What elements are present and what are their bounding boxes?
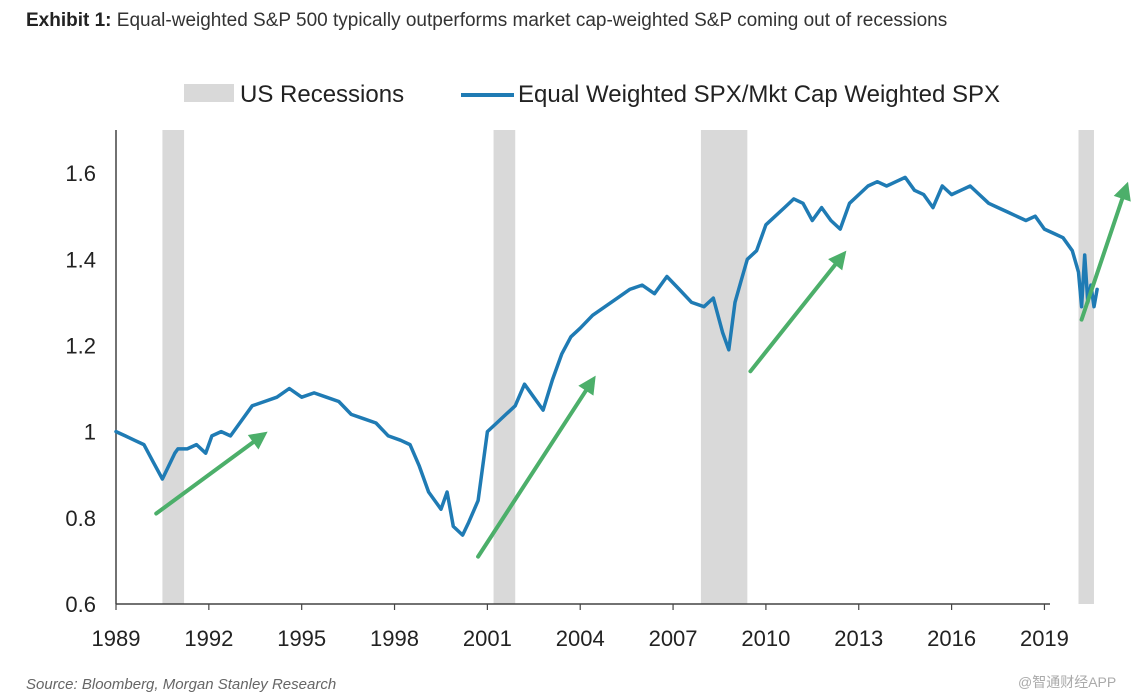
- x-tick-label: 2016: [927, 626, 976, 651]
- recession-band-1: [493, 130, 516, 604]
- recession-band-0: [162, 130, 185, 604]
- x-tick-label: 2013: [834, 626, 883, 651]
- x-tick-label: 1998: [370, 626, 419, 651]
- legend-label-line: Equal Weighted SPX/Mkt Cap Weighted SPX: [518, 81, 1000, 108]
- y-tick-label: 1.2: [65, 333, 96, 358]
- source-note: Source: Bloomberg, Morgan Stanley Resear…: [26, 676, 337, 693]
- trend-arrow-0: [154, 431, 268, 516]
- y-tick-label: 1.6: [65, 161, 96, 186]
- y-tick-label: 0.6: [65, 592, 96, 617]
- y-tick-label: 1: [84, 420, 96, 445]
- trend-arrow-3: [1079, 181, 1131, 322]
- chart-title: Exhibit 1: Equal-weighted S&P 500 typica…: [26, 10, 947, 32]
- x-axis-ticks: 1989 1992 1995 1998 2001 2004 2007 2010 2013 2016…: [92, 604, 1069, 651]
- y-tick-label: 0.8: [65, 506, 96, 531]
- legend: US Recessions Equal Weighted SPX/Mkt Cap…: [184, 81, 1000, 108]
- recession-band-2: [700, 130, 748, 604]
- legend-swatch-recessions: [184, 84, 234, 102]
- exhibit-title: Equal-weighted S&P 500 typically outperf…: [116, 10, 948, 31]
- trend-arrows: [154, 181, 1131, 559]
- trend-arrow-1: [476, 375, 596, 559]
- x-tick-label: 2001: [463, 626, 512, 651]
- recession-bands: [162, 130, 1094, 604]
- x-tick-label: 1989: [92, 626, 141, 651]
- x-tick-label: 2019: [1020, 626, 1069, 651]
- watermark: @智通财经APP: [1018, 674, 1117, 690]
- y-axis-ticks: 0.6 0.8 1 1.2 1.4 1.6: [65, 161, 96, 617]
- y-tick-label: 1.4: [65, 247, 96, 272]
- x-tick-label: 2010: [741, 626, 790, 651]
- x-tick-label: 1992: [184, 626, 233, 651]
- trend-arrow-2: [748, 250, 847, 374]
- axes: [115, 130, 1050, 605]
- x-tick-label: 2004: [556, 626, 605, 651]
- x-tick-label: 1995: [277, 626, 326, 651]
- exhibit-label: Exhibit 1:: [26, 10, 112, 31]
- recession-band-3: [1078, 130, 1094, 604]
- series-line-equal-weighted: [114, 175, 1099, 537]
- legend-label-recessions: US Recessions: [240, 81, 404, 108]
- x-tick-label: 2007: [649, 626, 698, 651]
